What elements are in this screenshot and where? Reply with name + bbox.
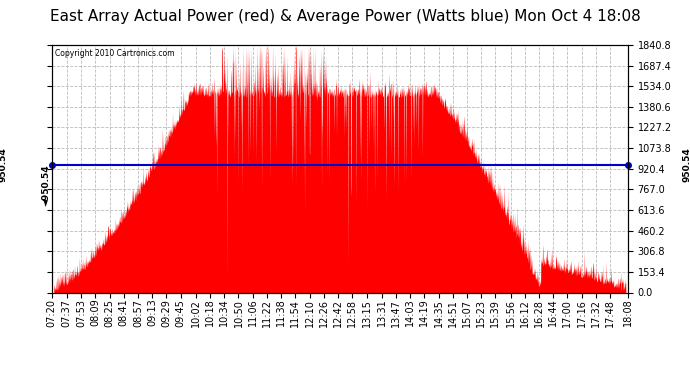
Text: Copyright 2010 Cartronics.com: Copyright 2010 Cartronics.com <box>55 49 174 58</box>
Text: ◄950.54: ◄950.54 <box>41 165 50 206</box>
Text: 950.54: 950.54 <box>682 147 690 182</box>
Text: East Array Actual Power (red) & Average Power (Watts blue) Mon Oct 4 18:08: East Array Actual Power (red) & Average … <box>50 9 640 24</box>
Text: 950.54: 950.54 <box>0 147 8 182</box>
